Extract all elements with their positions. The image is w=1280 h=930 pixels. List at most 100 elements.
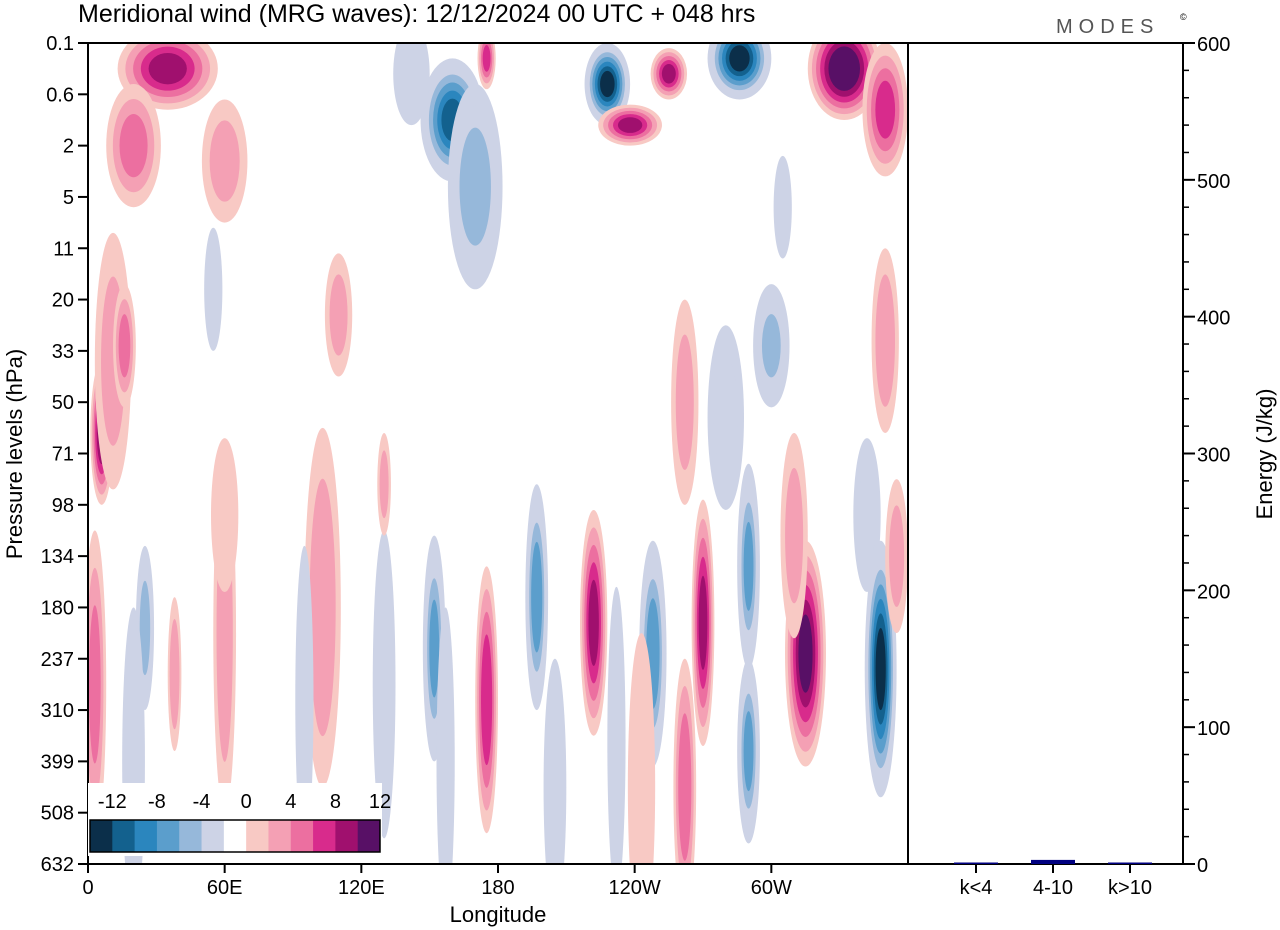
- energy-category-label: 4-10: [1033, 877, 1073, 899]
- pressure-tick-label: 2: [63, 136, 74, 158]
- colorbar-swatch: [357, 820, 381, 852]
- wind-anomaly-cell: [650, 48, 688, 100]
- wind-anomaly-cell: [671, 299, 699, 505]
- energy-category-label: k>10: [1108, 877, 1152, 899]
- wind-anomaly-cell: [780, 432, 808, 639]
- wind-contour-fill: [832, 52, 856, 86]
- wind-contour-fill: [857, 464, 877, 566]
- wind-contour-fill: [627, 633, 656, 864]
- y-axis-label: Pressure levels (hPa): [2, 349, 27, 559]
- wind-contour-fill: [88, 605, 101, 764]
- wind-anomaly-cell: [122, 607, 145, 864]
- wind-anomaly-cell: [871, 248, 899, 433]
- wind-contour-fill: [889, 505, 905, 607]
- energy-bar: [954, 862, 998, 864]
- colorbar-swatch: [313, 820, 336, 852]
- wind-contour-fill: [459, 127, 491, 246]
- wind-contour-fill: [481, 634, 493, 766]
- wind-anomaly-cell: [864, 540, 897, 798]
- chart-title: Meridional wind (MRG waves): 12/12/2024 …: [78, 0, 755, 28]
- colorbar-swatch: [134, 820, 158, 852]
- wind-contour-fill: [661, 63, 676, 84]
- wind-contour-fill: [698, 575, 708, 670]
- wind-contour-fill: [678, 713, 692, 861]
- colorbar-label: -12: [98, 791, 127, 813]
- colorbar-swatch: [268, 820, 292, 852]
- wind-anomaly-cell: [707, 43, 772, 100]
- energy-tick-label: 300: [1197, 445, 1230, 467]
- wind-contour-fill: [148, 52, 187, 85]
- colorbar-swatch: [223, 820, 247, 852]
- energy-bar: [1031, 859, 1075, 864]
- wind-anomaly-cell: [691, 499, 715, 746]
- wind-anomaly-cell: [447, 84, 503, 290]
- longitude-tick-label: 0: [82, 877, 93, 899]
- wind-contour-fill: [607, 586, 626, 864]
- wind-contour-fill: [875, 80, 896, 139]
- pressure-tick-label: 5: [63, 187, 74, 209]
- wind-contour-fill: [531, 541, 543, 653]
- wind-anomaly-cell: [607, 586, 626, 864]
- energy-tick-label: 600: [1197, 34, 1230, 56]
- pressure-tick-label: 399: [41, 751, 74, 773]
- colorbar-label: -8: [148, 791, 166, 813]
- wind-anomaly-cell: [324, 253, 353, 377]
- pressure-tick-label: 180: [41, 597, 74, 619]
- wind-anomaly-cell: [862, 43, 908, 177]
- longitude-tick-label: 60E: [207, 877, 243, 899]
- wind-anomaly-cell: [88, 530, 107, 839]
- pressure-tick-label: 0.6: [46, 84, 74, 106]
- wind-anomaly-cell: [673, 658, 697, 864]
- colorbar-label: 0: [241, 791, 252, 813]
- wind-anomaly-cell: [807, 43, 881, 120]
- pressure-tick-label: 237: [41, 649, 74, 671]
- wind-anomaly-cell: [598, 104, 662, 146]
- wind-anomaly-cell: [304, 427, 341, 788]
- wind-anomaly-cell: [584, 43, 631, 126]
- wind-contour-fill: [675, 334, 694, 470]
- wind-contour-fill: [379, 450, 389, 519]
- wind-anomaly-cell: [113, 284, 136, 408]
- wind-contour-fill: [761, 314, 781, 378]
- energy-panel-frame: [907, 42, 1184, 865]
- energy-tick-label: 400: [1197, 308, 1230, 330]
- wind-anomaly-cell: [167, 597, 182, 752]
- pressure-tick-label: 33: [52, 341, 74, 363]
- wind-contour-fill: [588, 579, 599, 666]
- wind-anomaly-cell: [475, 566, 498, 834]
- wind-contour-fill: [211, 438, 239, 593]
- pressure-tick-label: 98: [52, 495, 74, 517]
- energy-tick-label: 100: [1197, 718, 1230, 740]
- wind-contour-fill: [729, 45, 750, 72]
- wind-anomaly-cell: [204, 227, 223, 351]
- wind-anomaly-cell: [737, 658, 760, 844]
- energy-category-label: k<4: [960, 877, 993, 899]
- wind-contour-fill: [785, 467, 804, 604]
- wind-anomaly-cell: [707, 325, 744, 510]
- energy-tick-label: 200: [1197, 581, 1230, 603]
- wind-anomaly-cell: [885, 479, 908, 634]
- wind-anomaly-cell: [372, 530, 396, 839]
- wind-anomaly-cell: [853, 438, 881, 593]
- colorbar-swatch: [179, 820, 203, 852]
- colorbar-label: -4: [193, 791, 211, 813]
- wind-contour-fill: [617, 117, 643, 133]
- wind-anomaly-cell: [393, 43, 430, 126]
- wind-anomaly-cell: [773, 155, 792, 259]
- colorbar-frame: [89, 819, 381, 853]
- longitude-axis: 0 60E 120E 180 120W 60W: [82, 864, 792, 899]
- wind-anomaly-cell: [753, 284, 790, 408]
- wind-contour-fill: [209, 120, 240, 202]
- wind-contour-fill: [773, 155, 792, 259]
- wind-contour-fill: [372, 530, 396, 839]
- energy-axis: 0 100 200 300 400 500 600: [1183, 34, 1230, 877]
- longitude-tick-label: 60W: [751, 877, 792, 899]
- wind-contour-fill: [295, 545, 314, 854]
- modes-logo: MODES ©: [1056, 12, 1187, 38]
- wind-contour-fill: [743, 711, 754, 792]
- colorbar-swatch: [90, 820, 113, 852]
- pressure-tick-label: 508: [41, 803, 74, 825]
- wind-anomaly-cell: [543, 658, 567, 864]
- colorbar-swatch: [156, 820, 180, 852]
- colorbar-swatch: [112, 820, 136, 852]
